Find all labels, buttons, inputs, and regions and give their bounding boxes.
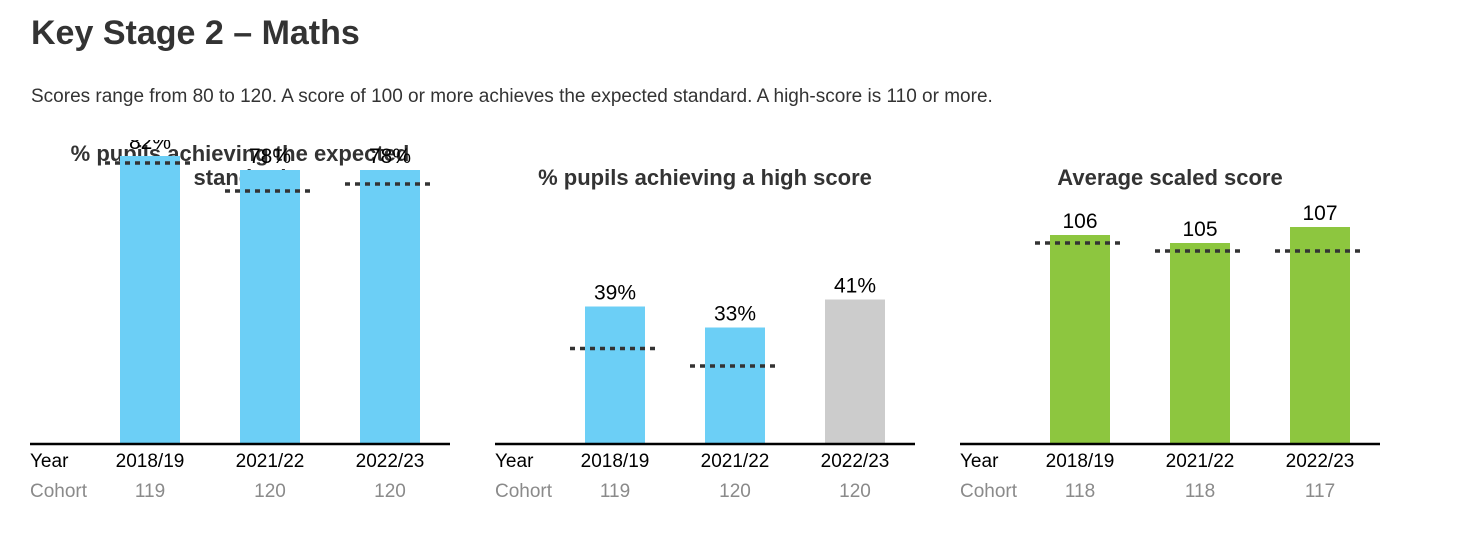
bar-value-label: 41%: [834, 275, 876, 298]
year-tick-label: 2022/23: [355, 451, 425, 472]
cohort-row-label: Cohort: [30, 481, 88, 502]
bar: [240, 170, 300, 443]
year-row-label: Year: [495, 451, 534, 472]
bar-value-label: 105: [1182, 218, 1217, 241]
cohort-value: 119: [134, 481, 166, 502]
year-tick-label: 2021/22: [235, 451, 305, 472]
bar-value-label: 106: [1062, 210, 1097, 233]
cohort-value: 120: [374, 481, 406, 502]
year-tick-label: 2021/22: [700, 451, 770, 472]
year-row-label: Year: [960, 451, 999, 472]
page-subtitle: Scores range from 80 to 120. A score of …: [31, 86, 993, 107]
chart-plot: 39% 33% 41%: [495, 275, 915, 446]
year-tick-label: 2018/19: [1045, 451, 1115, 472]
chart-plot: 106 105 107: [960, 202, 1380, 446]
bar: [825, 299, 885, 443]
year-row-label: Year: [30, 451, 69, 472]
bar-value-label: 33%: [714, 303, 756, 326]
year-tick-label: 2018/19: [115, 451, 185, 472]
cohort-value: 117: [1304, 481, 1336, 502]
cohort-value: 118: [1184, 481, 1216, 502]
chart-plot: 82% 78% 78%: [30, 140, 450, 446]
chart-high-score: % pupils achieving a high score 39% 33% 41…: [495, 140, 915, 530]
bar: [705, 327, 765, 443]
chart-average-scaled-score: Average scaled score 106 105 107 Year Coho…: [960, 140, 1380, 530]
page-title: Key Stage 2 – Maths: [31, 14, 360, 52]
cohort-value: 120: [719, 481, 751, 502]
chart-expected-standard: % pupils achieving the expected standard…: [30, 140, 450, 530]
year-tick-label: 2018/19: [580, 451, 650, 472]
bar: [360, 170, 420, 443]
year-tick-label: 2021/22: [1165, 451, 1235, 472]
bar: [585, 306, 645, 443]
bar: [120, 156, 180, 443]
bar-value-label: 39%: [594, 282, 636, 305]
cohort-value: 118: [1064, 481, 1096, 502]
bar: [1170, 243, 1230, 443]
cohort-value: 119: [599, 481, 631, 502]
cohort-row-label: Cohort: [960, 481, 1018, 502]
bar: [1290, 227, 1350, 443]
bar-value-label: 82%: [129, 140, 171, 154]
bar: [1050, 235, 1110, 443]
bar-value-label: 107: [1302, 202, 1337, 225]
cohort-row-label: Cohort: [495, 481, 553, 502]
chart-title: Average scaled score: [1057, 165, 1283, 190]
year-tick-label: 2022/23: [1285, 451, 1355, 472]
year-tick-label: 2022/23: [820, 451, 890, 472]
bar-value-label: 78%: [249, 145, 291, 168]
chart-title: % pupils achieving a high score: [538, 165, 872, 190]
bar-value-label: 78%: [369, 145, 411, 168]
cohort-value: 120: [254, 481, 286, 502]
cohort-value: 120: [839, 481, 871, 502]
